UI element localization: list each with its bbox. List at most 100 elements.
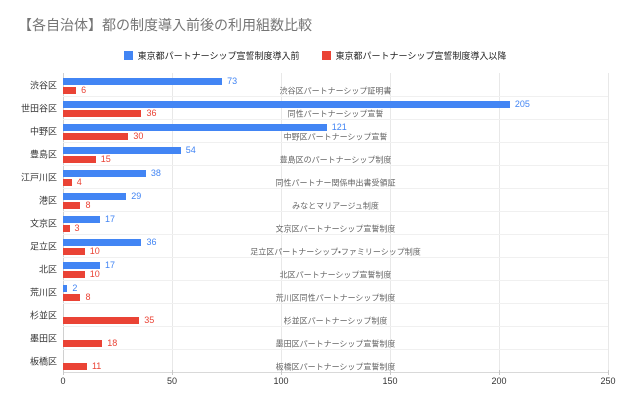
row-separator bbox=[63, 280, 608, 281]
bar-annotation-label: 荒川区同性パートナーシップ制度 bbox=[275, 293, 396, 303]
bar-annotation-label: 北区パートナーシップ宣誓制度 bbox=[279, 270, 392, 280]
bar-value-label: 54 bbox=[185, 145, 196, 155]
row-separator bbox=[63, 119, 608, 120]
bar[interactable] bbox=[63, 261, 101, 269]
bar-annotation-label: 中野区パートナーシップ宣誓 bbox=[283, 132, 388, 142]
gridline bbox=[499, 73, 500, 372]
bar-annotation-label: 墨田区パートナーシップ宣誓制度 bbox=[275, 339, 396, 349]
x-axis-tick bbox=[281, 370, 282, 375]
bar[interactable] bbox=[63, 109, 142, 117]
row-separator bbox=[63, 165, 608, 166]
bar-value-label: 29 bbox=[131, 191, 142, 201]
bar[interactable] bbox=[63, 238, 142, 246]
bar-annotation-label: みなとマリアージュ制度 bbox=[292, 201, 379, 211]
bar[interactable] bbox=[63, 77, 223, 85]
legend-label: 東京都パートナーシップ宣誓制度導入以降 bbox=[335, 51, 507, 61]
bar-value-label: 205 bbox=[514, 99, 530, 109]
row-separator bbox=[63, 234, 608, 235]
bar[interactable] bbox=[63, 339, 103, 347]
legend-item[interactable]: 東京都パートナーシップ宣誓制度導入以降 bbox=[321, 49, 507, 62]
bar-value-label: 4 bbox=[76, 177, 82, 187]
bar[interactable] bbox=[63, 316, 140, 324]
gridline bbox=[281, 73, 282, 372]
bar[interactable] bbox=[63, 123, 327, 131]
y-axis-category-label: 板橋区 bbox=[29, 356, 57, 366]
bar-annotation-label: 渋谷区パートナーシップ証明書 bbox=[279, 86, 392, 96]
row-separator bbox=[63, 303, 608, 304]
bar-value-label: 15 bbox=[100, 154, 111, 164]
bar-annotation-label: 足立区パートナーシップ・ファミリーシップ制度 bbox=[250, 247, 421, 257]
bar[interactable] bbox=[63, 201, 81, 209]
bar-value-label: 2 bbox=[72, 283, 78, 293]
row-separator bbox=[63, 257, 608, 258]
x-axis-tick bbox=[499, 370, 500, 375]
y-axis-labels: 渋谷区 世田谷区 中野区 豊島区 江戸川区 港区 文京区 足立区 北区 荒川区 杉並区 墨田区 板橋区 bbox=[0, 73, 57, 372]
row-separator bbox=[63, 142, 608, 143]
bar-value-label: 17 bbox=[105, 260, 116, 270]
bar-value-label: 38 bbox=[150, 168, 161, 178]
legend-swatch-icon bbox=[321, 51, 331, 60]
bar[interactable] bbox=[63, 270, 85, 278]
y-axis-category-label: 中野区 bbox=[29, 126, 57, 136]
plot-area: 73 6 渋谷区パートナーシップ証明書 205 36 同性パートナーシップ宣誓 121 30 中… bbox=[63, 73, 609, 372]
bar[interactable] bbox=[63, 100, 510, 108]
bar-value-label: 8 bbox=[85, 200, 91, 210]
legend-item[interactable]: 東京都パートナーシップ宣誓制度導入前 bbox=[123, 49, 300, 62]
gridline bbox=[390, 73, 391, 372]
bar-value-label: 3 bbox=[74, 223, 80, 233]
row-separator bbox=[63, 349, 608, 350]
bar[interactable] bbox=[63, 192, 127, 200]
gridline bbox=[63, 73, 64, 372]
x-axis-tick-label: 50 bbox=[166, 376, 178, 386]
x-axis-tick-label: 0 bbox=[60, 376, 66, 386]
bar[interactable] bbox=[63, 146, 181, 154]
chart-title: 【各自治体】都の制度導入前後の利用組数比較 bbox=[18, 17, 312, 33]
x-axis-tick-label: 200 bbox=[491, 376, 507, 386]
gridline bbox=[172, 73, 173, 372]
bar[interactable] bbox=[63, 362, 87, 370]
row-separator bbox=[63, 326, 608, 327]
legend-label: 東京都パートナーシップ宣誓制度導入前 bbox=[137, 51, 300, 61]
row-separator bbox=[63, 188, 608, 189]
x-axis-line bbox=[63, 372, 609, 373]
bar[interactable] bbox=[63, 247, 85, 255]
legend-swatch-icon bbox=[123, 51, 133, 60]
x-axis-tick bbox=[63, 370, 64, 375]
x-axis-tick-label: 150 bbox=[382, 376, 398, 386]
bar-value-label: 121 bbox=[331, 122, 347, 132]
x-axis-tick-label: 250 bbox=[600, 376, 616, 386]
x-axis-tick bbox=[390, 370, 391, 375]
bar[interactable] bbox=[63, 178, 72, 186]
x-axis-tick bbox=[608, 370, 609, 375]
bar[interactable] bbox=[63, 224, 70, 232]
bar-annotation-label: 同性パートナー関係申出書受領証 bbox=[275, 178, 396, 188]
bar[interactable] bbox=[63, 132, 129, 140]
bar[interactable] bbox=[63, 86, 77, 94]
y-axis-category-label: 北区 bbox=[38, 264, 57, 274]
bar-annotation-label: 板橋区パートナーシップ宣誓制度 bbox=[275, 362, 396, 372]
bar[interactable] bbox=[63, 215, 101, 223]
row-separator bbox=[63, 211, 608, 212]
bar-annotation-label: 豊島区のパートナーシップ制度 bbox=[279, 155, 392, 165]
bar[interactable] bbox=[63, 293, 81, 301]
chart-legend: 東京都パートナーシップ宣誓制度導入前 東京都パートナーシップ宣誓制度導入以降 bbox=[0, 49, 630, 62]
y-axis-category-label: 港区 bbox=[38, 195, 57, 205]
gridline bbox=[608, 73, 609, 372]
bar[interactable] bbox=[63, 155, 96, 163]
y-axis-category-label: 世田谷区 bbox=[20, 103, 57, 113]
x-axis-labels: 0 50 100 150 200 250 bbox=[0, 370, 630, 392]
y-axis-category-label: 渋谷区 bbox=[29, 80, 57, 90]
bar-value-label: 10 bbox=[89, 246, 100, 256]
bar-value-label: 35 bbox=[144, 315, 155, 325]
bar-annotation-label: 文京区パートナーシップ宣誓制度 bbox=[275, 224, 396, 234]
bar-value-label: 8 bbox=[85, 292, 91, 302]
y-axis-category-label: 荒川区 bbox=[29, 287, 57, 297]
bar-value-label: 17 bbox=[105, 214, 116, 224]
y-axis-category-label: 豊島区 bbox=[29, 149, 57, 159]
y-axis-category-label: 墨田区 bbox=[29, 333, 57, 343]
bar[interactable] bbox=[63, 169, 146, 177]
y-axis-category-label: 足立区 bbox=[29, 241, 57, 251]
bar-value-label: 36 bbox=[146, 108, 157, 118]
bar[interactable] bbox=[63, 284, 68, 292]
